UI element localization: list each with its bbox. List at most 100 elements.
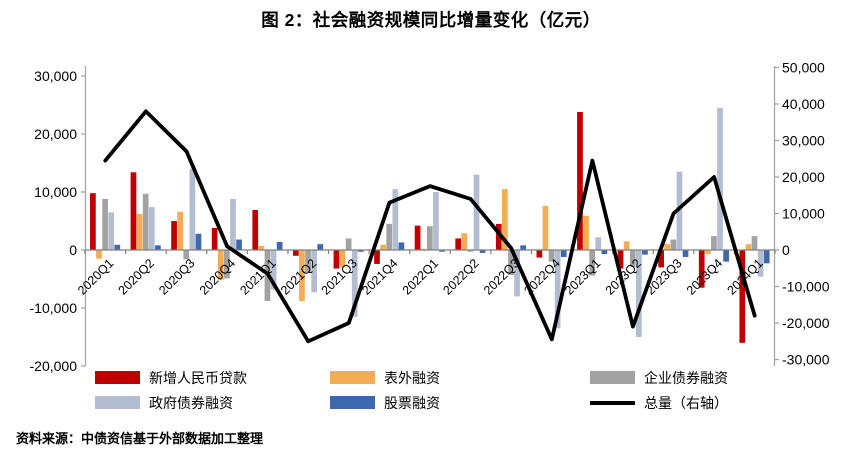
right-axis-tick-label: 30,000 [782,132,825,148]
chart-bar [317,244,324,250]
right-axis-tick-label: -20,000 [782,315,830,331]
chart-bar [276,241,283,250]
legend-label: 表外融资 [384,369,440,386]
legend-item-total-right-axis: 总量（右轴） [590,394,728,411]
legend-item-government-bond-financing: 政府债券融资 [95,394,233,411]
chart-bar [635,250,642,337]
left-axis-tick-label: 20,000 [34,126,77,142]
chart-bar [739,250,746,343]
chart-bar [670,239,677,250]
series-off-balance-financing [96,189,752,302]
chart-bar [374,250,380,264]
chart-bar [130,172,137,250]
chart-bar [479,250,486,253]
x-tick-label: 2020Q2 [116,256,157,297]
legend-label: 政府债券融资 [149,394,233,411]
x-tick-label: 2020Q1 [75,256,116,297]
chart-bar [392,189,399,250]
chart-bar [554,250,561,329]
right-axis-tick-label: 10,000 [782,205,825,221]
chart-bar [433,192,439,250]
left-axis: 30,000 20,000 10,000 0 -10,000 -20,000 [30,68,86,374]
legend-line-swatch [590,400,635,405]
legend-item-corporate-bond-financing: 企业债券融资 [590,369,728,386]
left-axis-tick-label: 0 [69,242,77,258]
chart-bar [698,250,705,288]
chart-bar [398,242,405,250]
chart-bar [108,212,115,250]
chart-bar [560,250,567,257]
legend-item-off-balance-financing: 表外融资 [330,369,440,386]
chart-bar [682,250,689,257]
right-axis: 50,000 40,000 30,000 20,000 10,000 0 -10,000 -2… [774,59,830,367]
chart-bar [595,237,602,250]
chart-bar [224,250,230,279]
chart-bar [520,245,527,250]
chart-bar [711,236,717,250]
chart-bar [90,193,96,250]
chart-bar [236,239,242,250]
left-axis-tick-label: -20,000 [30,358,78,374]
chart-bar [299,250,305,302]
right-axis-tick-label: -30,000 [782,351,830,367]
chart-bar [757,250,764,277]
chart-bar [102,198,108,250]
chart-bar [542,205,549,250]
chart-bar [745,244,752,250]
chart-bar [380,244,386,250]
series-equity-financing [114,233,770,264]
chart-bar [502,189,508,250]
chart-bar [676,171,683,250]
legend-item-new-rmb-loans: 新增人民币贷款 [95,369,247,386]
right-axis-tick-label: 40,000 [782,96,825,112]
chart-bar [717,107,723,251]
chart-bar [455,238,462,250]
series-new-rmb-loans [90,111,746,343]
chart-bar [136,214,143,250]
chart-bar [171,221,177,250]
left-axis-tick-label: 30,000 [34,68,77,84]
legend-color-swatch [330,396,375,409]
chart-bar [751,236,758,250]
chart-bar [142,193,149,250]
chart-bar [583,215,589,250]
chart-bar [514,250,520,297]
right-axis-tick-label: 50,000 [782,59,825,75]
chart-bar [473,174,480,250]
x-tick-label: 2020Q4 [197,256,238,297]
series-total-right-axis [103,109,757,344]
legend-color-swatch [95,396,140,409]
chart-bar [386,223,393,250]
legend-label: 总量（右轴） [644,394,728,411]
chart-bar [270,250,277,290]
legend-label: 股票融资 [384,394,440,411]
chart-bar [195,233,202,250]
chart-bar [623,241,630,250]
chart-bar [577,111,583,251]
chart-bar [258,245,265,250]
chart-bar [189,168,196,250]
legend-color-swatch [330,371,375,384]
chart-bar [658,250,664,268]
axis-lines [84,66,776,366]
chart-bar [345,238,352,250]
chart-bar [548,250,555,262]
chart-bar [601,250,608,255]
legend-item-equity-financing: 股票融资 [330,394,440,411]
chart-title: 图 2：社会融资规模同比增量变化（亿元） [261,10,601,30]
legend-color-swatch [590,371,635,384]
chart-bar [96,250,102,259]
chart-bar [183,250,190,260]
chart-bar [333,250,340,269]
chart-bar [414,225,421,250]
chart-bar [536,250,543,258]
legend-label: 新增人民币贷款 [149,369,247,386]
chart-bar [704,250,711,255]
chart-bar [508,250,514,275]
chart-bar [252,209,259,250]
chart-bar [357,250,364,252]
chart-bar [642,250,648,255]
x-tick-label: 2023Q4 [684,256,725,297]
